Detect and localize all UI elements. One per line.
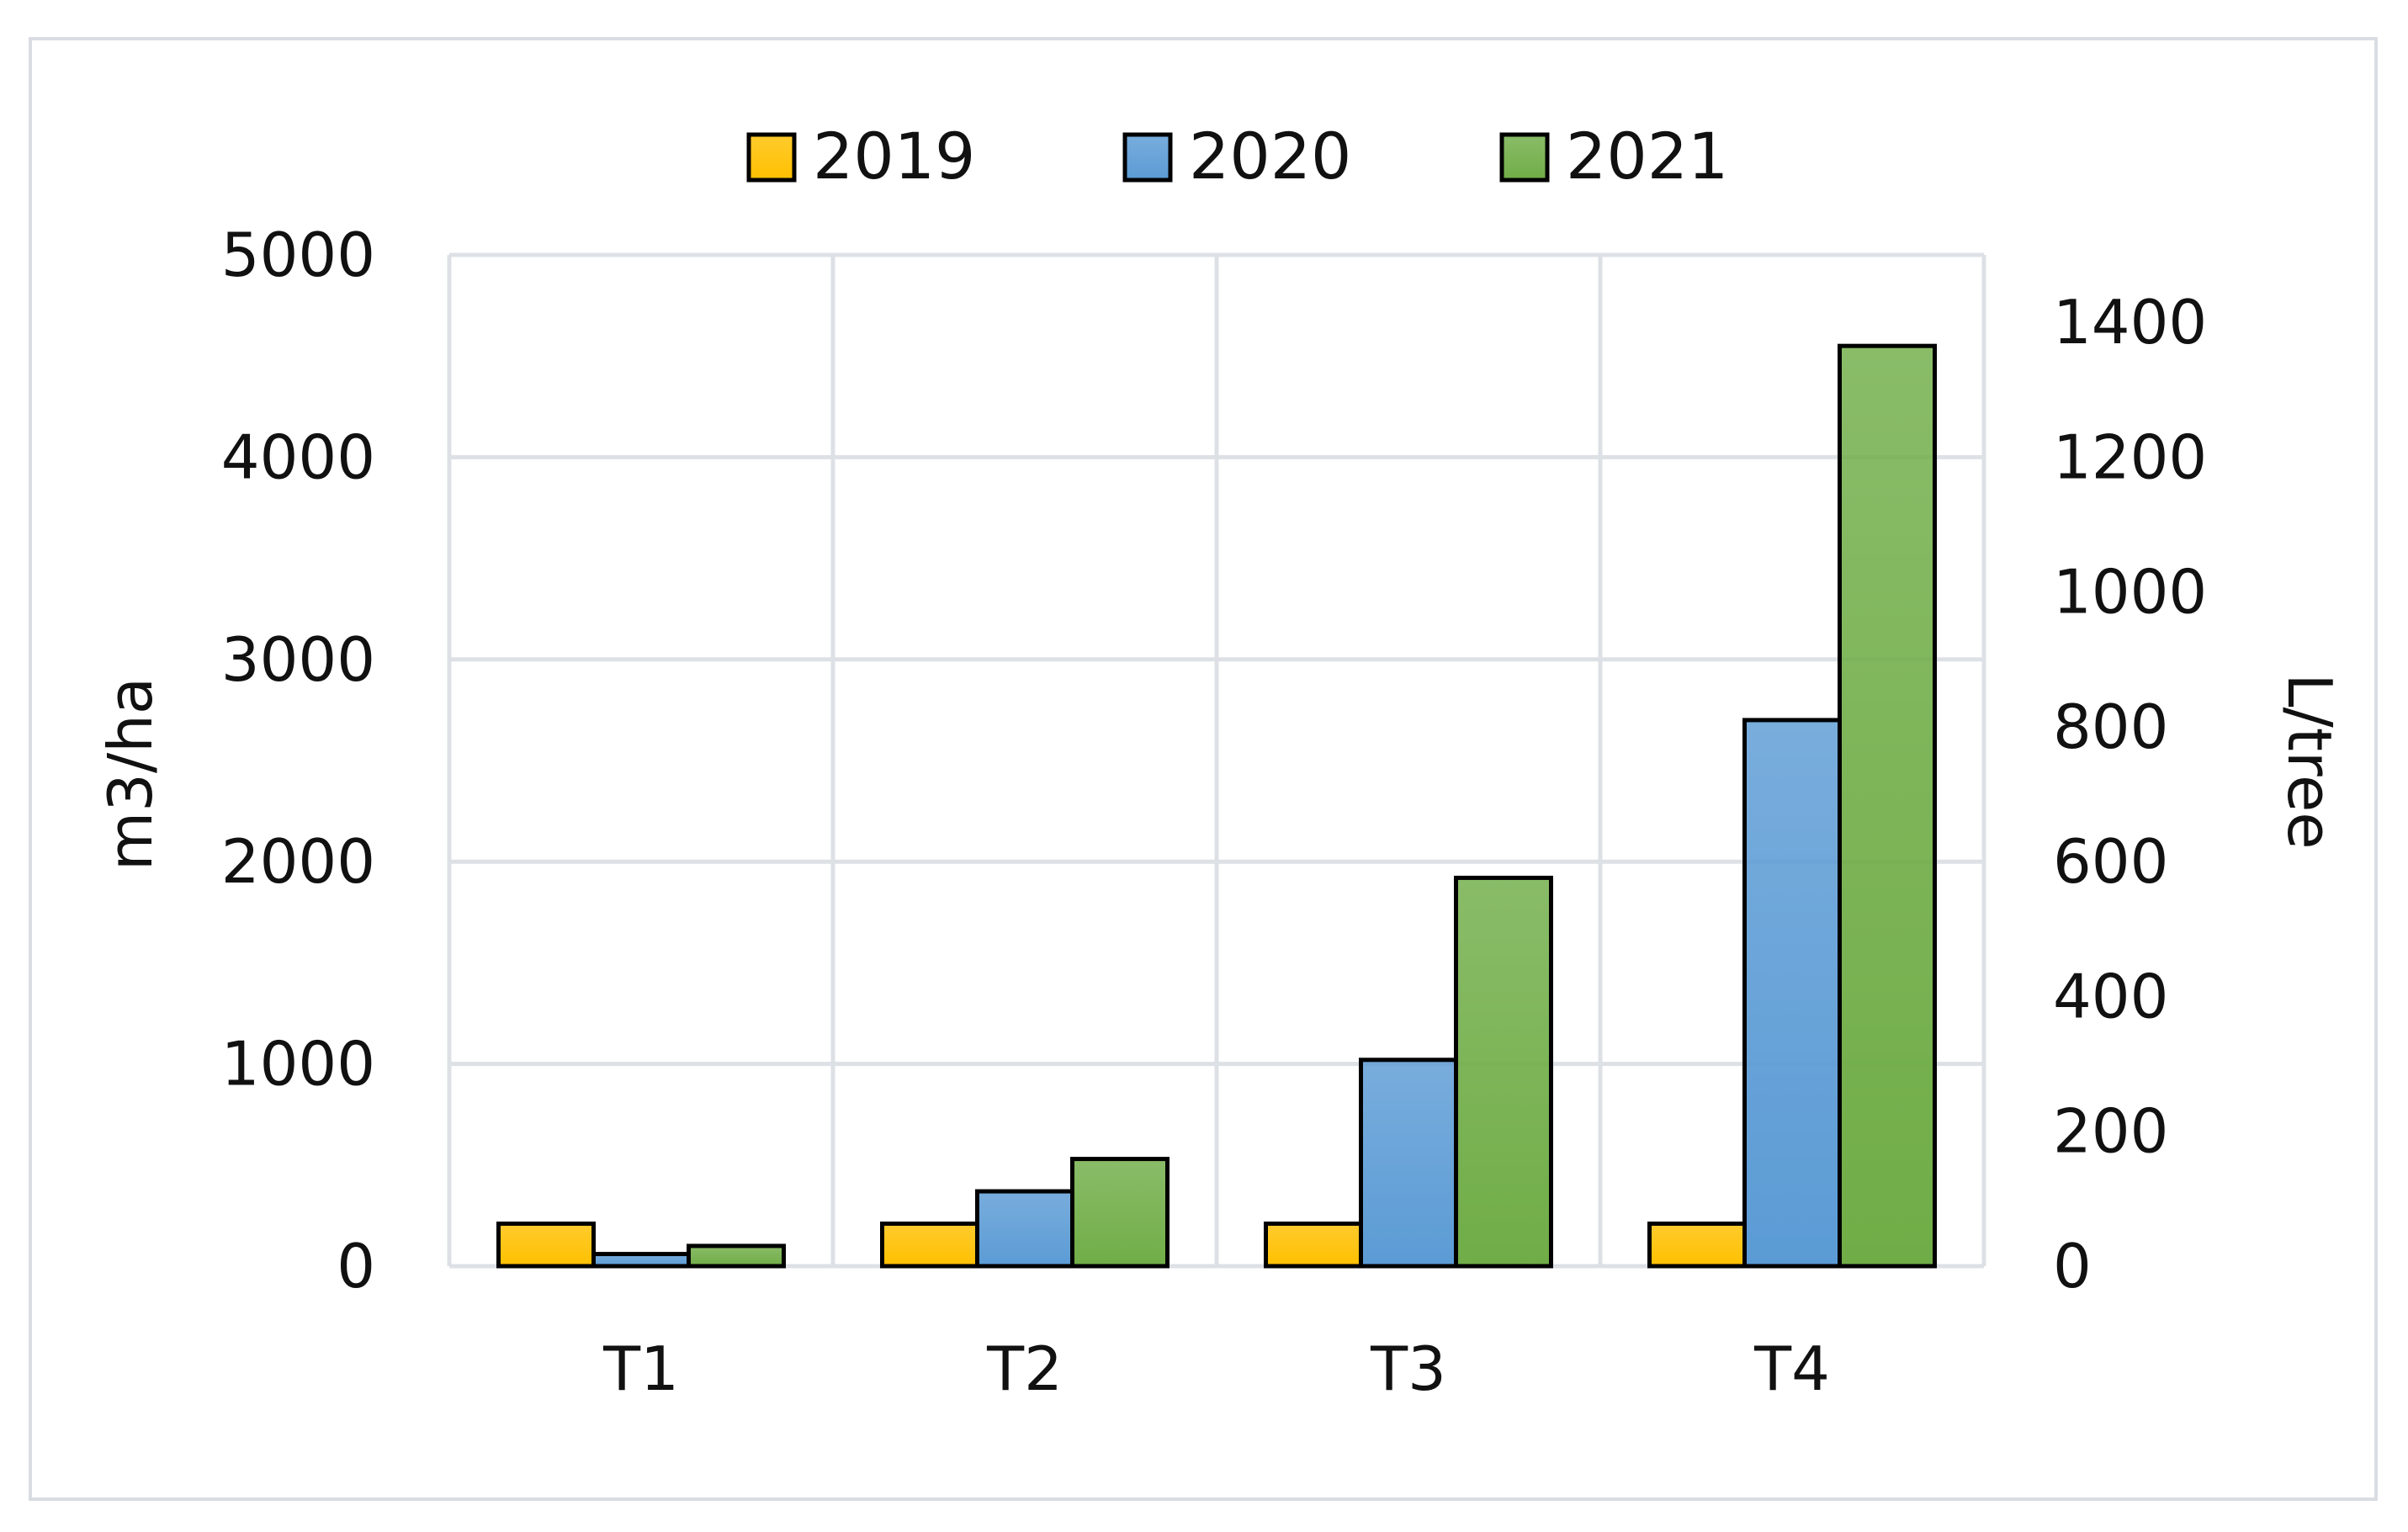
y2-tick-label: 1400 xyxy=(2053,287,2207,358)
y2-tick-label: 200 xyxy=(2053,1096,2168,1167)
chart-frame xyxy=(29,37,2378,1501)
bar-T2-2020 xyxy=(975,1189,1074,1269)
x-tick-label: T4 xyxy=(1753,1333,1830,1404)
bar-T3-2019 xyxy=(1264,1222,1363,1269)
y-axis-title: m3/ha xyxy=(95,677,166,871)
y2-tick-label: 0 xyxy=(2053,1231,2092,1301)
y2-tick-label: 800 xyxy=(2053,692,2168,762)
y2-axis-ticks: 0 200 400 600 800 1000 1200 1400 xyxy=(2053,287,2207,1301)
bar-T2-2021 xyxy=(1070,1157,1170,1269)
bar-T4-2019 xyxy=(1647,1222,1747,1269)
bars xyxy=(496,343,1937,1269)
bar-T2-2019 xyxy=(880,1222,979,1269)
x-axis-ticks: T1 T2 T3 T4 xyxy=(602,1333,1830,1404)
y2-axis-title: L/tree xyxy=(2274,673,2345,849)
legend-swatch-2021 xyxy=(1499,132,1550,183)
y-tick-label: 1000 xyxy=(221,1029,375,1100)
y-tick-label: 0 xyxy=(337,1231,375,1301)
y-axis-ticks: 0 1000 2000 3000 4000 5000 xyxy=(221,220,375,1301)
legend-label-2020: 2020 xyxy=(1189,119,1351,193)
y-tick-label: 5000 xyxy=(221,220,375,290)
bar-T3-2020 xyxy=(1359,1058,1458,1269)
y2-tick-label: 600 xyxy=(2053,826,2168,897)
bar-T4-2020 xyxy=(1742,718,1842,1269)
legend-swatch-2020 xyxy=(1122,132,1173,183)
bar-T1-2020 xyxy=(591,1252,691,1269)
bar-T1-2021 xyxy=(687,1243,786,1269)
bar-T1-2019 xyxy=(496,1222,596,1269)
legend: 2019 2020 2021 xyxy=(746,119,1728,193)
y2-tick-label: 1000 xyxy=(2053,557,2207,628)
x-tick-label: T1 xyxy=(602,1333,679,1404)
y2-tick-label: 1200 xyxy=(2053,421,2207,492)
y-tick-label: 2000 xyxy=(221,826,375,897)
legend-label-2019: 2019 xyxy=(813,119,975,193)
bar-T3-2021 xyxy=(1454,875,1553,1269)
bar-T4-2021 xyxy=(1838,343,1937,1269)
legend-label-2021: 2021 xyxy=(1566,119,1728,193)
x-tick-label: T2 xyxy=(986,1333,1063,1404)
legend-swatch-2019 xyxy=(746,132,797,183)
y-tick-label: 4000 xyxy=(221,421,375,492)
y-tick-label: 3000 xyxy=(221,624,375,695)
x-tick-label: T3 xyxy=(1370,1333,1446,1404)
y2-tick-label: 400 xyxy=(2053,961,2168,1031)
